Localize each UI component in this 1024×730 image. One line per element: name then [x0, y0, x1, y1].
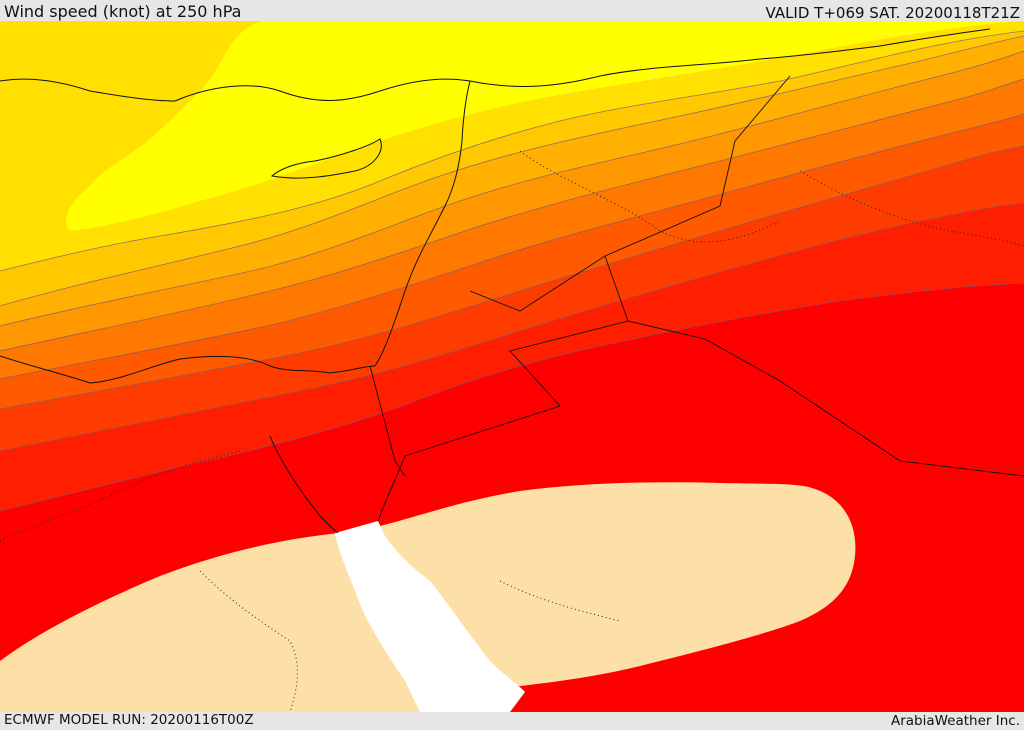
band-1: [0, 21, 1024, 231]
region-boundaries: [0, 150, 1024, 712]
footer-bar: ECMWF MODEL RUN: 20200116T00Z ArabiaWeat…: [0, 712, 1024, 729]
jet-core-east: [380, 482, 856, 691]
header-bar: Wind speed (knot) at 250 hPa VALID T+069…: [0, 0, 1024, 22]
political-borders: [369, 75, 1024, 477]
model-run-label: ECMWF MODEL RUN: 20200116T00Z: [4, 712, 254, 728]
jet-core-west: [0, 533, 420, 712]
isotach-contours: [0, 30, 1024, 512]
red-sea: [335, 521, 525, 712]
credit-label: ArabiaWeather Inc.: [890, 713, 1020, 729]
valid-time: VALID T+069 SAT. 20200118T21Z: [765, 4, 1020, 22]
map-canvas: [0, 21, 1024, 712]
wind-speed-map: [0, 21, 1024, 712]
coastlines: [0, 28, 991, 534]
map-title: Wind speed (knot) at 250 hPa: [4, 2, 242, 21]
